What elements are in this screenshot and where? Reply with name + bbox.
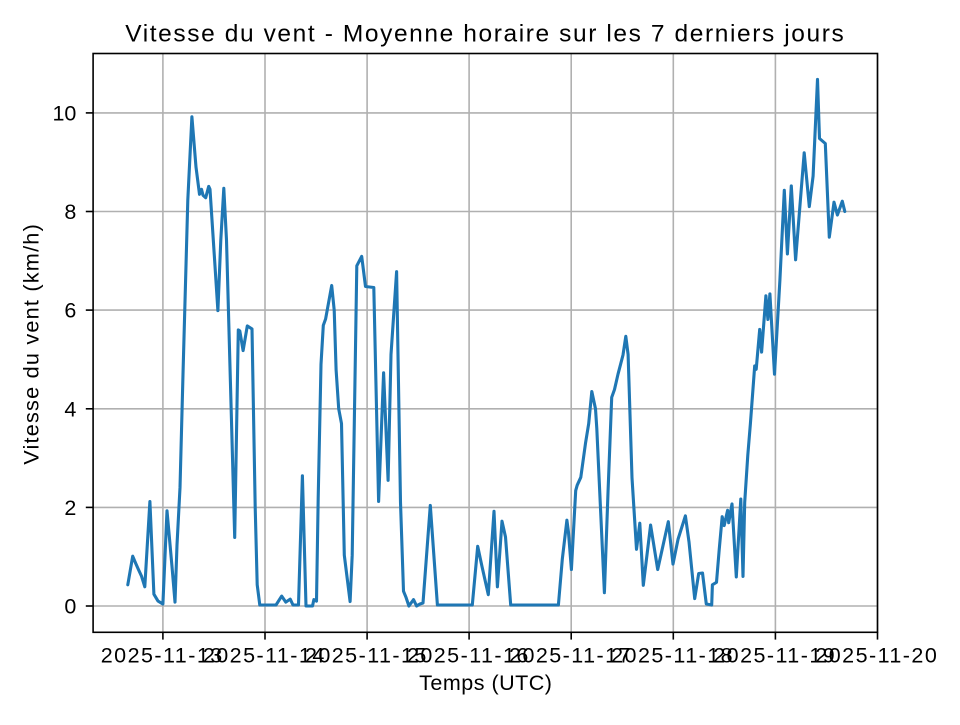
svg-text:2025-11-20: 2025-11-20 <box>815 644 938 668</box>
svg-text:2025-11-14: 2025-11-14 <box>203 644 326 668</box>
svg-text:2025-11-19: 2025-11-19 <box>713 644 836 668</box>
svg-text:2025-11-15: 2025-11-15 <box>305 644 428 668</box>
svg-text:0: 0 <box>64 595 76 619</box>
svg-text:2025-11-13: 2025-11-13 <box>101 644 224 668</box>
svg-text:10: 10 <box>52 102 76 126</box>
svg-text:8: 8 <box>64 200 76 224</box>
svg-text:2025-11-16: 2025-11-16 <box>407 644 530 668</box>
svg-text:2: 2 <box>64 496 76 520</box>
svg-text:2025-11-18: 2025-11-18 <box>611 644 734 668</box>
svg-text:Vitesse du vent - Moyenne hora: Vitesse du vent - Moyenne horaire sur le… <box>125 20 845 47</box>
svg-text:2025-11-17: 2025-11-17 <box>509 644 632 668</box>
svg-text:Vitesse du vent (km/h): Vitesse du vent (km/h) <box>19 223 44 465</box>
svg-text:4: 4 <box>64 397 76 421</box>
svg-text:6: 6 <box>64 299 76 323</box>
svg-text:Temps (UTC): Temps (UTC) <box>419 671 552 695</box>
